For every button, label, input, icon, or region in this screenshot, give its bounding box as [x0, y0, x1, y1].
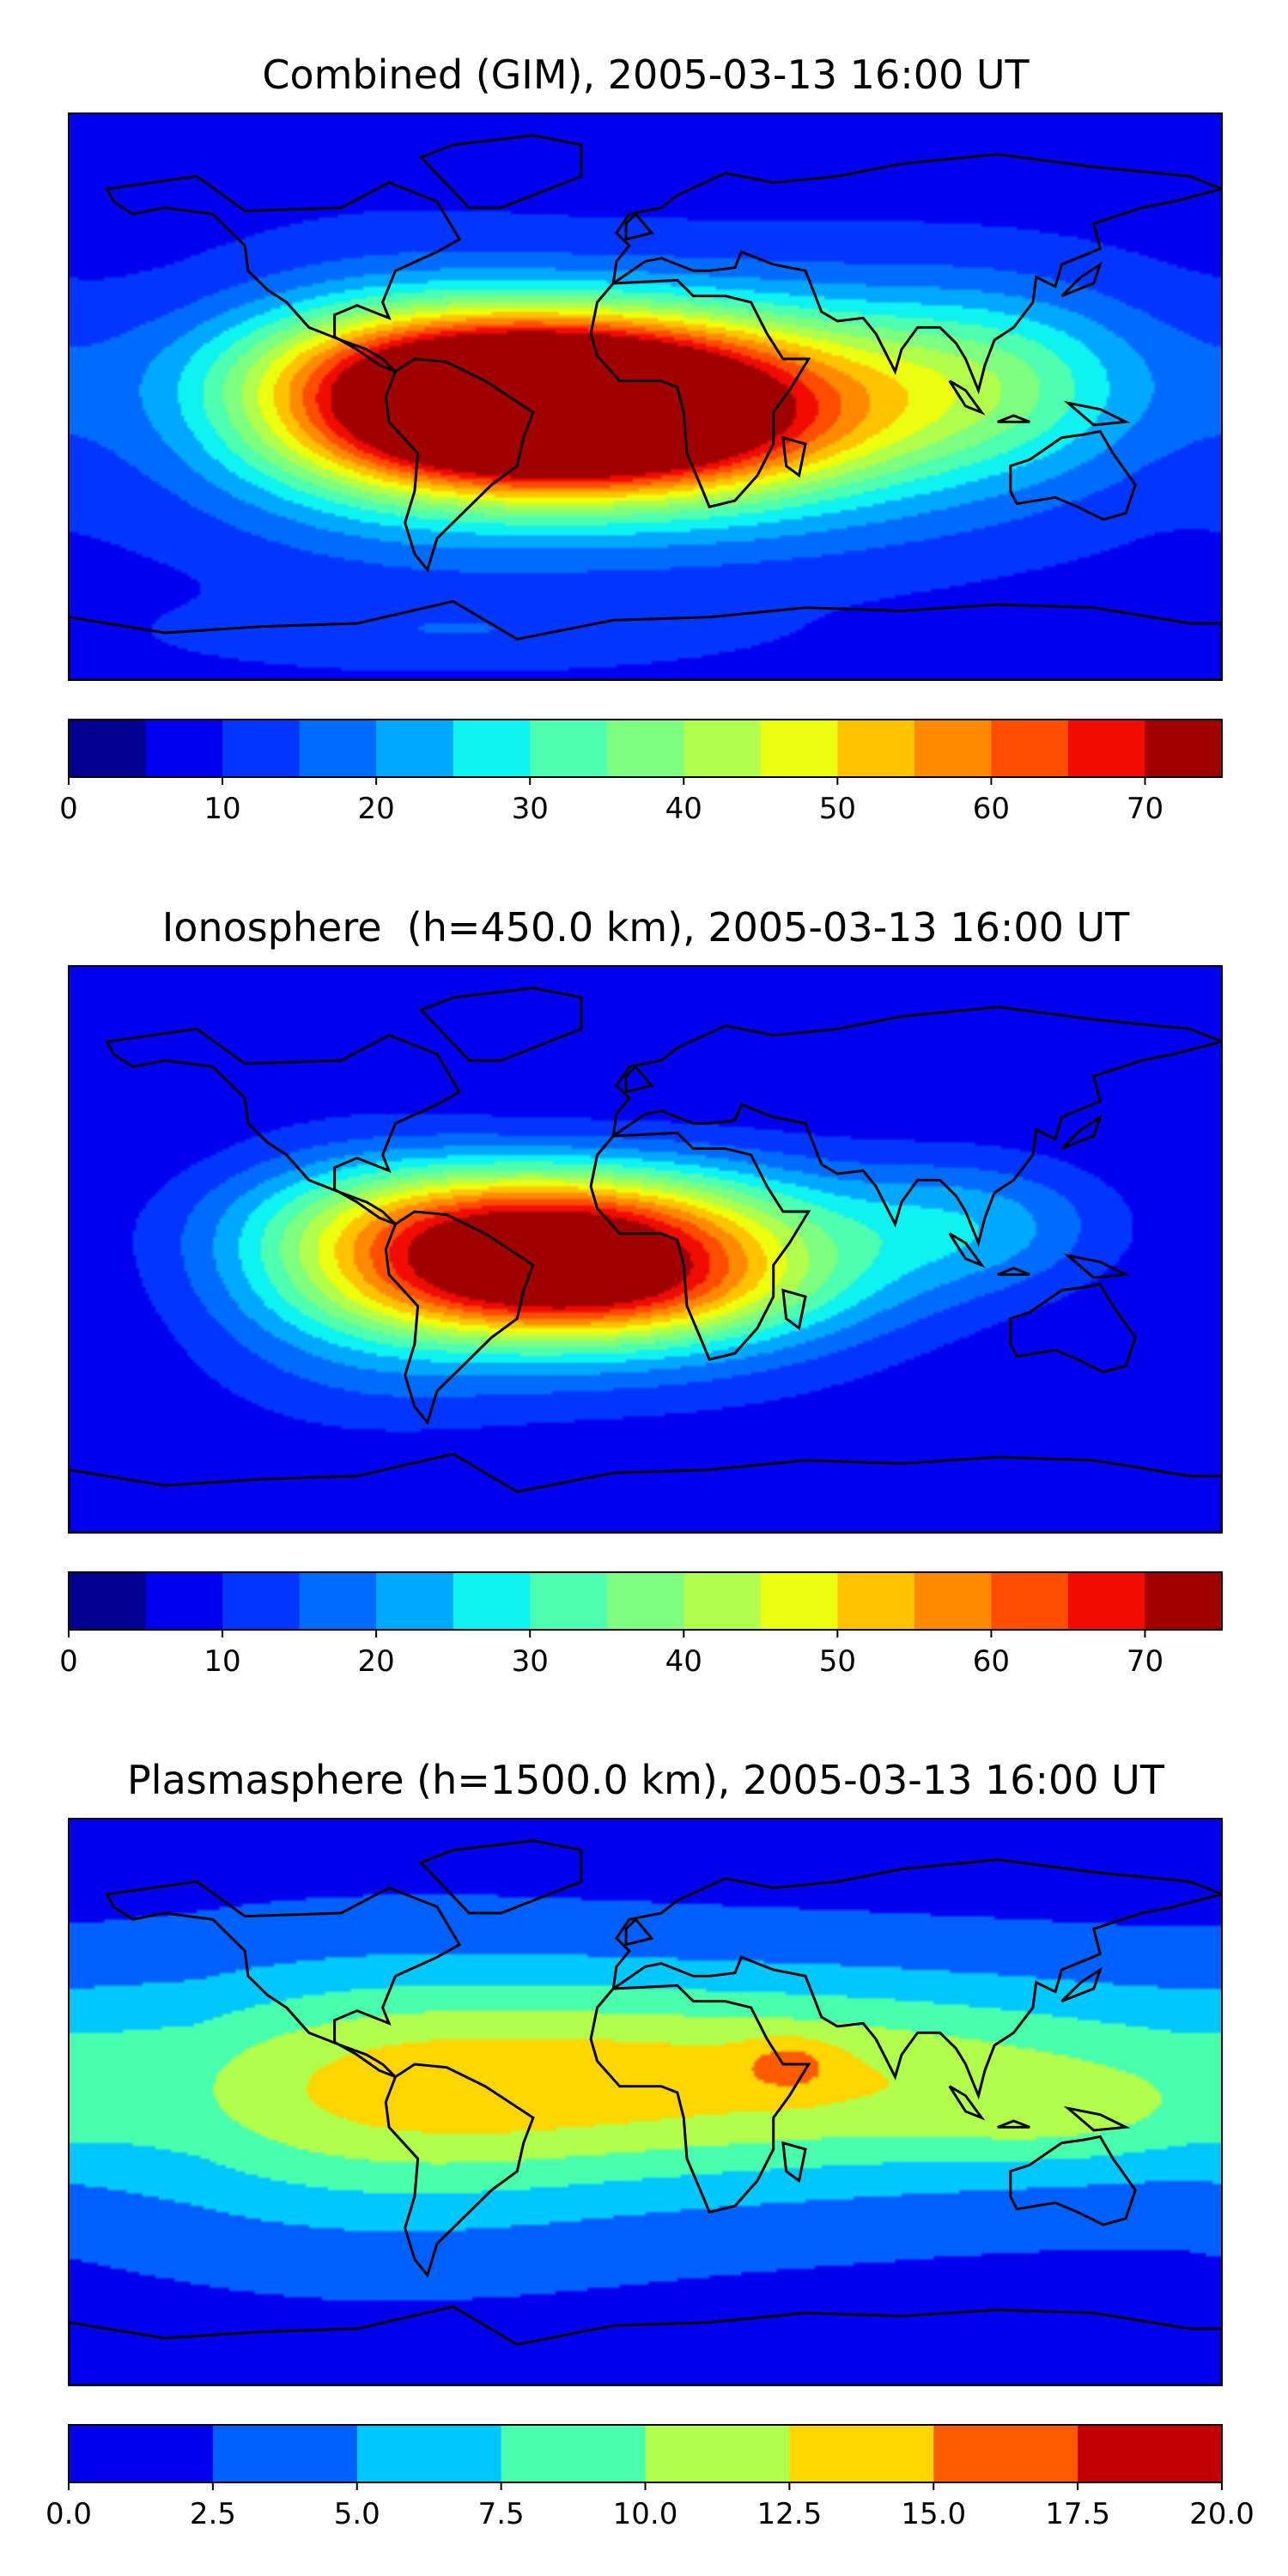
colorbar-bin [933, 2425, 1078, 2482]
colorbar-bin [1067, 1572, 1145, 1630]
colorbar-bin [606, 1572, 684, 1630]
map-ionosphere [69, 966, 1222, 1533]
colorbar-bin [645, 2425, 790, 2482]
heatmap-combined [69, 113, 1222, 680]
map-combined [69, 113, 1222, 680]
chart-title-ionosphere: Ionosphere (h=450.0 km), 2005-03-13 16:0… [162, 904, 1130, 951]
colorbar-tick-label: 7.5 [478, 2497, 525, 2531]
colorbar-tick-label: 30 [512, 792, 549, 826]
colorbar-tick-label: 0 [59, 1644, 78, 1679]
colorbar-bin [376, 720, 454, 777]
heatmap-plasmasphere [69, 1819, 1222, 2385]
colorbar-bin [222, 720, 301, 777]
map-plasmasphere [69, 1819, 1222, 2385]
colorbar-tick-label: 0 [59, 792, 78, 826]
colorbar-tick-label: 5.0 [334, 2497, 380, 2531]
map-frame-combined [68, 112, 1223, 681]
colorbar-bin [991, 1572, 1069, 1630]
colorbar-bin [1078, 2425, 1223, 2482]
colorbar-tick-label: 10 [204, 1644, 240, 1679]
colorbar-tick-label: 70 [1127, 792, 1163, 826]
colorbar-bin [1145, 1572, 1223, 1630]
colorbar-bin [837, 720, 915, 777]
colorbar-bin [69, 2425, 214, 2482]
colorbar-bin [376, 1572, 454, 1630]
colorbar-tick-label: 10 [204, 792, 240, 826]
colorbar-bin [760, 720, 838, 777]
colorbar-tick-label: 50 [819, 792, 856, 826]
colorbar-tick-label: 2.5 [190, 2497, 236, 2531]
colorbar-bin [991, 720, 1069, 777]
colorbar-tick-label: 10.0 [613, 2497, 678, 2531]
colorbar-bin [606, 720, 684, 777]
colorbar-bin [914, 1572, 992, 1630]
colorbar-bin [789, 2425, 934, 2482]
colorbar-tick-label: 12.5 [757, 2497, 823, 2531]
chart-title-combined: Combined (GIM), 2005-03-13 16:00 UT [262, 52, 1030, 98]
map-frame-plasmasphere [68, 1818, 1223, 2386]
colorbar-tick-label: 60 [973, 1644, 1010, 1679]
colorbar-tick-label: 70 [1127, 1644, 1163, 1679]
colorbar-bin [501, 2425, 646, 2482]
colorbar-bin [453, 1572, 531, 1630]
colorbar-bin [299, 720, 377, 777]
chart-title-plasmasphere: Plasmasphere (h=1500.0 km), 2005-03-13 1… [127, 1757, 1165, 1803]
colorbar-tick-label: 15.0 [901, 2497, 966, 2531]
map-frame-ionosphere [68, 965, 1223, 1534]
colorbar-combined: 0 10 20 30 40 50 60 70 [59, 719, 1223, 826]
colorbar-bin [69, 1572, 147, 1630]
colorbar-bin [145, 720, 223, 777]
colorbar-ionosphere: 0 10 20 30 40 50 60 70 [59, 1571, 1223, 1679]
colorbar-bin [914, 720, 992, 777]
colorbar-bin [299, 1572, 377, 1630]
colorbar-tick-label: 40 [665, 1644, 702, 1679]
colorbar-bin [530, 720, 608, 777]
colorbar-bin [69, 720, 147, 777]
colorbar-tick-label: 50 [819, 1644, 856, 1679]
colorbar-bin [222, 1572, 301, 1630]
colorbar-tick-label: 17.5 [1045, 2497, 1110, 2531]
colorbar-bin [1145, 720, 1223, 777]
colorbar-tick-label: 20 [358, 1644, 395, 1679]
colorbar-bin [356, 2425, 502, 2482]
colorbar-bin [530, 1572, 608, 1630]
heatmap-ionosphere [69, 966, 1222, 1533]
colorbar-bin [760, 1572, 838, 1630]
colorbar-bin [683, 1572, 762, 1630]
colorbar-bin [212, 2425, 358, 2482]
colorbar-bin [453, 720, 531, 777]
colorbar-frame [68, 719, 1223, 778]
colorbar-bin [1067, 720, 1145, 777]
colorbar-frame [68, 1571, 1223, 1631]
colorbar-tick-label: 60 [973, 792, 1010, 826]
colorbar-bin [683, 720, 762, 777]
colorbar-tick-label: 0.0 [46, 2497, 92, 2531]
colorbar-tick-label: 20.0 [1189, 2497, 1255, 2531]
colorbar-tick-label: 30 [512, 1644, 549, 1679]
colorbar-bin [837, 1572, 915, 1630]
colorbar-tick-label: 20 [358, 792, 395, 826]
colorbar-plasmasphere: 0.0 2.5 5.0 7.5 10.0 12.5 15.0 17.5 20.0 [46, 2424, 1255, 2531]
colorbar-tick-label: 40 [665, 792, 702, 826]
colorbar-bin [145, 1572, 223, 1630]
